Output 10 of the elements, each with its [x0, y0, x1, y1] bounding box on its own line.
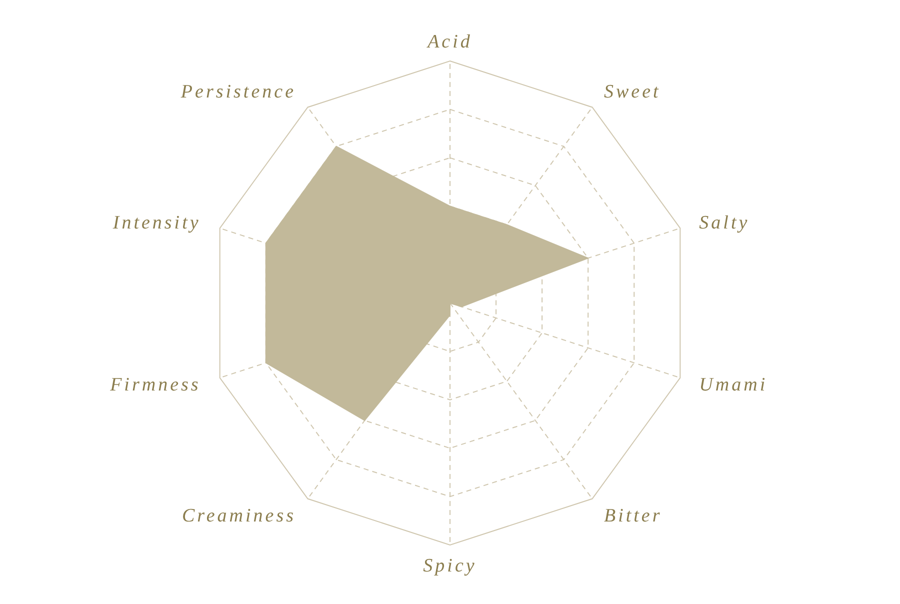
- spoke-label: Sweet: [604, 82, 661, 103]
- spoke-label: Persistence: [180, 82, 296, 103]
- spoke-label: Umami: [699, 374, 768, 396]
- spoke-label: Spicy: [423, 556, 477, 577]
- spoke-label: Intensity: [112, 212, 201, 234]
- spoke-label: Creaminess: [182, 506, 296, 527]
- spoke-label: Bitter: [604, 506, 662, 527]
- spoke-label: Acid: [426, 32, 472, 53]
- spoke-label: Salty: [699, 212, 750, 234]
- spoke-label: Firmness: [109, 374, 201, 396]
